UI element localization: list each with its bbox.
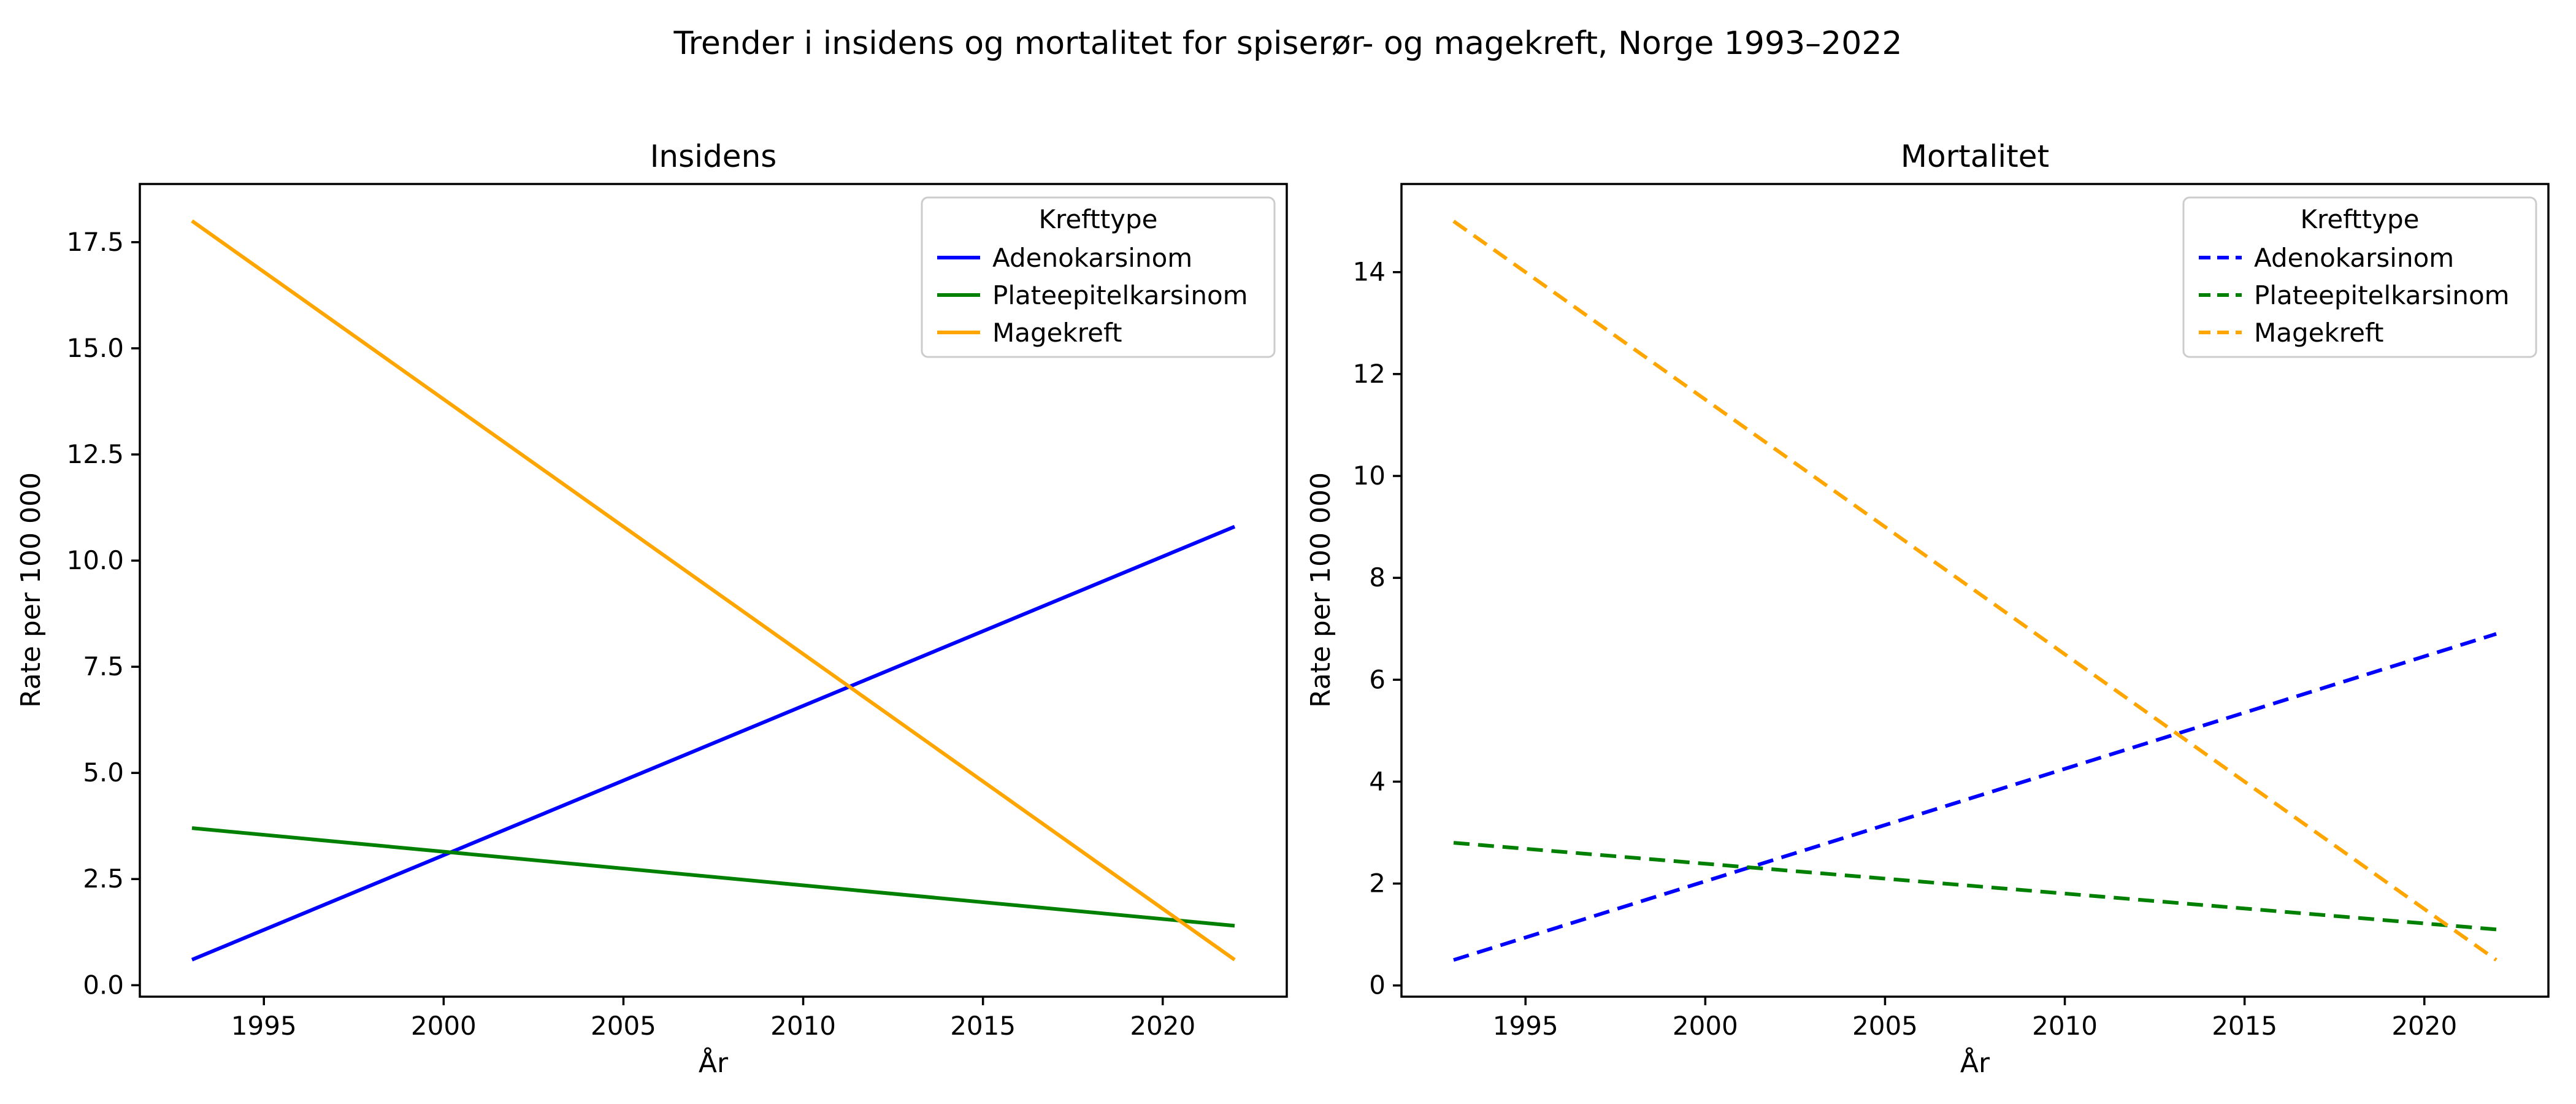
x-tick-label: 2020: [2391, 1011, 2457, 1041]
y-tick-label: 17.5: [66, 227, 124, 257]
series-line-magekreft: [191, 219, 1236, 962]
x-tick-label: 1995: [1493, 1011, 1558, 1041]
legend-box: [921, 196, 1276, 358]
y-tick-label: 12.5: [66, 439, 124, 469]
x-axis-label-mortalitet: År: [1960, 1046, 1990, 1079]
series-lines-insidens: [191, 219, 1236, 962]
series-line-adenokarsinom: [191, 524, 1236, 962]
x-tick-label: 2000: [411, 1011, 477, 1041]
y-tick-label: 2.5: [83, 864, 124, 894]
series-line-adenokarsinom: [1453, 632, 2497, 962]
x-tick-label: 2005: [1852, 1011, 1918, 1041]
legend-insidens: Krefttype Adenokarsinom Plateepitelkarsino…: [921, 196, 1276, 358]
series-line-plateepitelkarsinom: [1453, 841, 2497, 932]
y-tick-label: 2: [1369, 868, 1386, 899]
plot-area-insidens: [139, 183, 1288, 998]
y-tick-label: 10.0: [66, 545, 124, 575]
subplot-title-mortalitet: Mortalitet: [1901, 139, 2049, 174]
legend-entry-label: Adenokarsinom: [2254, 243, 2454, 273]
x-ticks-mortalitet: 1995 2000 2005 2010 2015 2020: [1493, 997, 2457, 1041]
y-tick-label: 0: [1369, 970, 1386, 1000]
legend-entry-label: Magekreft: [992, 318, 1122, 348]
figure-title: Trender i insidens og mortalitet for spi…: [673, 25, 1903, 62]
y-tick-label: 14: [1353, 257, 1386, 287]
y-axis-label-mortalitet: Rate per 100 000: [1305, 472, 1336, 708]
x-axis-label-insidens: År: [699, 1046, 729, 1079]
x-tick-label: 2010: [2032, 1011, 2098, 1041]
legend-title: Krefttype: [1038, 204, 1157, 234]
x-tick-label: 2000: [1673, 1011, 1738, 1041]
y-tick-label: 8: [1369, 562, 1386, 592]
series-line-magekreft: [1452, 220, 2497, 962]
y-tick-label: 7.5: [83, 651, 124, 681]
legend-entry-label: Adenokarsinom: [992, 243, 1192, 273]
x-tick-label: 2005: [591, 1011, 656, 1041]
legend-entry-label: Plateepitelkarsinom: [2254, 280, 2510, 310]
x-tick-label: 2015: [2212, 1011, 2277, 1041]
y-tick-label: 6: [1369, 664, 1386, 694]
legend-box: [2182, 196, 2537, 358]
x-tick-label: 2020: [1130, 1011, 1195, 1041]
y-tick-label: 12: [1353, 359, 1386, 389]
axes-insidens: Insidens År Rate per 100 000 1995 2000 200…: [15, 139, 1288, 1079]
y-ticks-insidens: 0.0 2.5 5.0 7.5 10.0 12.5 15.0 17.5: [66, 227, 140, 1000]
y-tick-label: 10: [1353, 461, 1386, 491]
y-ticks-mortalitet: 0 2 4 6 8 10 12 14: [1353, 257, 1401, 1000]
subplot-title-insidens: Insidens: [650, 139, 777, 174]
series-lines-mortalitet: [1452, 220, 2497, 962]
legend-entry-label: Magekreft: [2254, 318, 2384, 348]
series-line-plateepitelkarsinom: [191, 826, 1235, 928]
y-axis-label-insidens: Rate per 100 000: [15, 472, 47, 708]
axes-mortalitet: Mortalitet År Rate per 100 000 1995 2000 2…: [1305, 139, 2550, 1079]
x-ticks-insidens: 1995 2000 2005 2010 2015 2020: [231, 997, 1195, 1041]
plot-area-mortalitet: [1400, 183, 2550, 998]
y-tick-label: 5.0: [83, 757, 124, 788]
y-tick-label: 4: [1369, 766, 1386, 796]
y-tick-label: 0.0: [83, 970, 124, 1000]
y-tick-label: 15.0: [66, 333, 124, 363]
legend-title: Krefttype: [2300, 204, 2419, 234]
legend-entry-label: Plateepitelkarsinom: [992, 280, 1248, 310]
x-tick-label: 2010: [770, 1011, 836, 1041]
x-tick-label: 1995: [231, 1011, 297, 1041]
legend-mortalitet: Krefttype Adenokarsinom Plateepitelkarsino…: [2182, 196, 2537, 358]
x-tick-label: 2015: [950, 1011, 1016, 1041]
